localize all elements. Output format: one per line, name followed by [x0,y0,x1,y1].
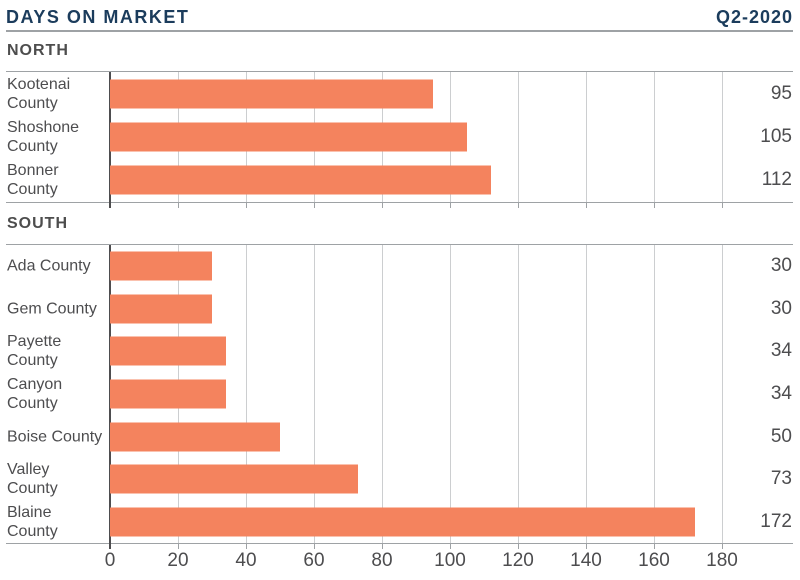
county-label: Shoshone County [7,118,80,155]
bar-boise [110,422,280,452]
bar-canyon [110,379,226,409]
county-label: Bonner County [7,162,59,199]
county-label: Canyon County [7,376,63,413]
x-tick-label: 40 [235,550,257,571]
chart-north: Kootenai County 95 Shoshone County 105 B… [6,71,793,208]
bar-gem [110,294,212,324]
table-row: Canyon County 34 [6,373,793,416]
table-row: Gem County 30 [6,288,793,331]
gridline [654,72,655,202]
table-row: Bonner County 112 [6,159,793,202]
tick-mark [450,203,451,208]
county-label: Payette County [7,333,62,370]
gridline [450,245,451,543]
tick-mark [382,203,383,208]
gridline [518,245,519,543]
period-label: Q2-2020 [715,7,793,27]
tick-mark [178,203,179,208]
table-row: Blaine County 172 [6,500,793,543]
tick-mark [654,203,655,208]
tick-mark [518,203,519,208]
section-label-north: NORTH [7,42,69,59]
value-label: 172 [760,510,792,532]
chart-rows: Kootenai County 95 Shoshone County 105 B… [6,72,793,202]
tick-mark [654,544,655,549]
bar-valley [110,464,359,494]
value-label: 73 [770,468,792,490]
value-label: 30 [770,297,792,319]
county-label: Valley County [7,461,58,498]
table-row: Boise County 50 [6,415,793,458]
bar-bonner [110,165,491,195]
gridline [314,245,315,543]
tick-mark [722,544,723,549]
value-label: 34 [770,340,792,362]
tick-mark [518,544,519,549]
chart-rows: Ada County 30 Gem County 30 Payette Coun… [6,245,793,543]
tick-mark [314,544,315,549]
header: DAYS ON MARKET Q2-2020 [6,8,793,32]
county-label: Gem County [7,300,97,318]
gridline [382,245,383,543]
county-label: Ada County [7,257,91,275]
gridline [518,72,519,202]
value-label: 95 [770,82,792,104]
value-label: 30 [770,255,792,277]
tick-mark [586,203,587,208]
x-tick-label: 120 [502,550,534,571]
tick-mark [722,203,723,208]
value-label: 112 [761,169,792,191]
x-tick-label: 100 [434,550,466,571]
table-row: Ada County 30 [6,245,793,288]
x-axis: 0 20 40 60 80 100 120 140 160 180 [6,544,793,572]
bar-ada [110,251,212,281]
x-tick-label: 20 [167,550,189,571]
gridline [722,72,723,202]
table-row: Valley County 73 [6,458,793,501]
bar-payette [110,336,226,366]
chart-south: Ada County 30 Gem County 30 Payette Coun… [6,244,793,549]
tick-mark [246,544,247,549]
tick-mark [314,203,315,208]
tick-mark [178,544,179,549]
x-tick-label: 160 [638,550,670,571]
county-label: Kootenai County [7,75,71,112]
table-row: Payette County 34 [6,330,793,373]
table-row: Kootenai County 95 [6,72,793,115]
gridline [586,72,587,202]
section-label-south: SOUTH [7,215,68,232]
x-tick-label: 80 [371,550,393,571]
tick-mark [246,203,247,208]
page-title: DAYS ON MARKET [6,7,190,27]
x-tick-label: 0 [104,550,116,571]
value-label: 105 [760,125,792,147]
gridline [246,245,247,543]
county-label: Boise County [7,428,103,446]
gridline [586,245,587,543]
county-label: Blaine County [7,503,58,540]
x-tick-label: 60 [303,550,325,571]
table-row: Shoshone County 105 [6,115,793,158]
gridline [722,245,723,543]
tick-mark [382,544,383,549]
bar-blaine [110,507,695,537]
x-tick-label: 180 [706,550,738,571]
gridline [654,245,655,543]
tick-mark [586,544,587,549]
bar-shoshone [110,122,467,152]
value-label: 34 [770,383,792,405]
value-label: 50 [770,425,792,447]
bar-kootenai [110,79,433,109]
tick-mark [450,544,451,549]
x-tick-label: 140 [570,550,602,571]
